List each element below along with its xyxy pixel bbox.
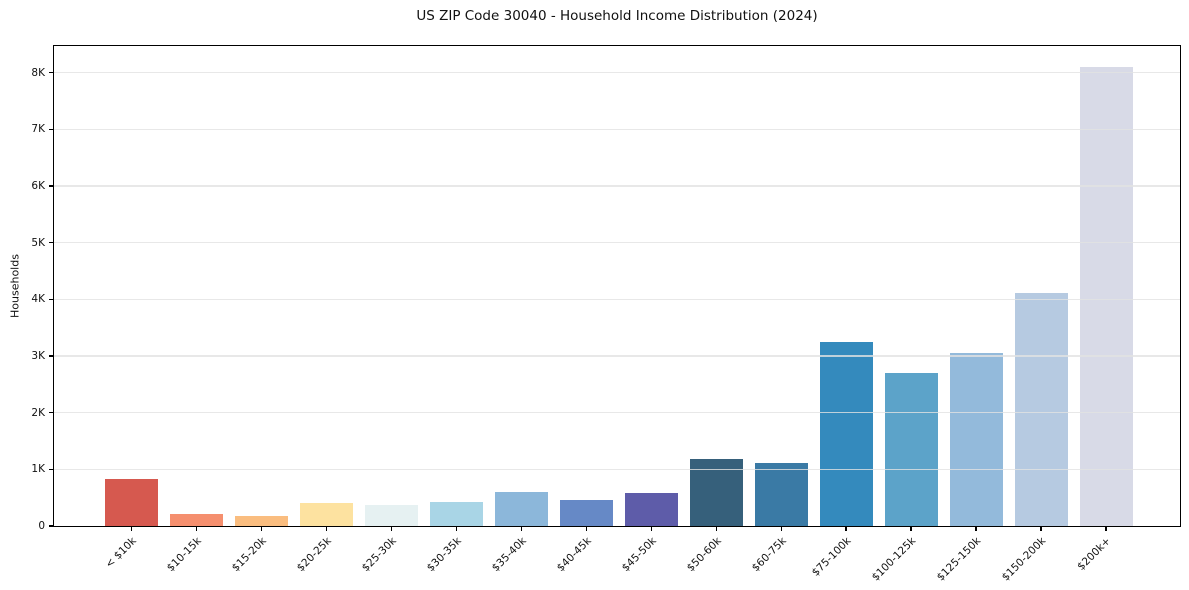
y-tick [49,128,54,130]
x-tick [650,526,652,531]
y-tick-label: 1K [31,463,45,476]
y-tick [49,298,54,301]
y-tick-label: 4K [31,293,45,306]
y-tick-label: 8K [31,66,45,79]
x-tick-label: $45-50k [619,535,659,575]
y-tick-label: 3K [31,349,45,362]
bar [949,353,1003,526]
y-tick-label: 6K [31,179,45,192]
x-tick-label: $75-100k [809,535,854,579]
bar [884,372,938,526]
x-tick [975,526,977,531]
bar [169,513,223,526]
bars-layer [54,46,1180,526]
bar [1014,292,1068,526]
y-tick [49,71,54,74]
x-tick-label: $20-25k [294,535,334,575]
x-tick-label: $25-30k [359,535,399,575]
ticks-layer: 0 1K 2K 3K 4K 5K 6K 7K 8K < $10k $10-15k $15-20k $20… [31,46,1180,584]
bar [559,499,613,526]
x-tick [325,526,328,531]
bar [1079,66,1133,526]
bar [105,478,158,526]
x-tick-label: $60-75k [749,535,789,575]
x-tick-label: $30-35k [424,535,464,575]
x-tick-label: $10-15k [164,535,204,575]
x-tick-label: $50-60k [684,535,724,575]
y-tick [49,525,54,527]
y-axis-title: Households [8,254,22,318]
x-tick [585,526,587,531]
y-tick [49,411,54,414]
x-tick-label: $40-45k [554,535,594,575]
x-tick [780,526,782,531]
y-tick-label: 7K [31,123,45,136]
x-tick-label: $35-40k [489,535,529,575]
x-tick-label: $100-125k [870,535,919,584]
chart-title: US ZIP Code 30040 - Household Income Dis… [416,8,818,24]
x-tick [130,526,133,531]
y-tick-label: 5K [31,236,45,249]
bar [364,505,418,526]
bar [234,516,288,526]
bar [819,342,873,526]
x-tick-label: $125-150k [935,535,984,584]
x-tick-label: < $10k [103,535,139,571]
x-tick [260,526,263,531]
y-tick-label: 0 [38,520,45,532]
y-tick [49,241,54,244]
x-tick [390,526,393,531]
x-tick [195,526,198,531]
x-tick [1040,526,1042,531]
x-tick-label: $15-20k [229,535,269,575]
x-tick [1105,526,1107,531]
plot-area: 0 1K 2K 3K 4K 5K 6K 7K 8K < $10k $10-15k $15-20k $20… [31,45,1181,584]
x-tick [520,526,522,531]
x-tick [910,526,912,531]
y-tick [49,355,54,357]
bar [754,462,808,526]
x-tick [455,526,458,531]
x-tick [845,526,847,531]
bar [494,492,548,526]
bar [299,503,353,526]
x-tick-label: $150-200k [1000,535,1049,584]
bar [429,501,483,526]
x-tick-label: $200k+ [1075,535,1114,573]
y-tick [49,185,54,187]
y-tick-label: 2K [31,406,45,419]
bar [624,492,678,526]
x-tick [715,526,717,531]
y-tick [49,468,54,471]
